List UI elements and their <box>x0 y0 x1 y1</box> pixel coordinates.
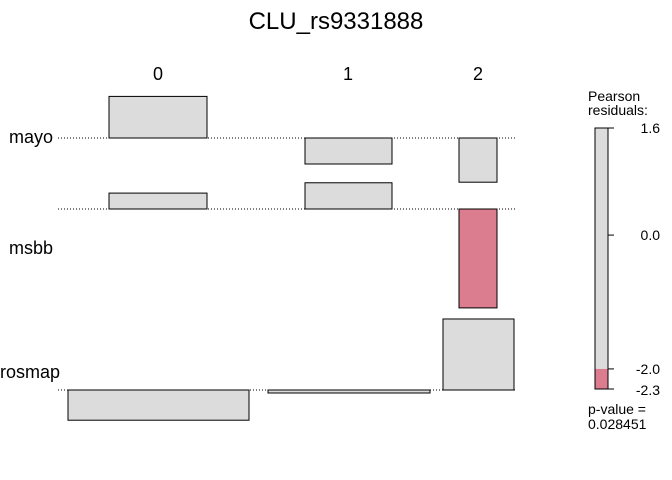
legend-frame <box>594 127 609 390</box>
cell-bar-rosmap-0 <box>67 389 250 421</box>
cell-bar-msbb-2 <box>458 208 498 309</box>
row-label: rosmap <box>0 362 60 382</box>
cell-bar-rosmap-2 <box>442 318 515 391</box>
legend-tick-label: 1.6 <box>641 120 661 136</box>
legend-tick-label: -2.3 <box>636 382 660 398</box>
cell-bar-msbb-1 <box>304 182 393 210</box>
cell-bar-mayo-2 <box>458 137 498 183</box>
cell-bar-rosmap-1 <box>267 389 431 394</box>
column-label: 0 <box>153 64 163 84</box>
chart-title: CLU_rs9331888 <box>249 8 424 35</box>
pvalue: 0.028451 <box>588 416 647 432</box>
cell-bars <box>67 95 515 421</box>
row-labels: mayo msbb rosmap <box>0 127 60 382</box>
cell-bar-msbb-0 <box>108 192 208 210</box>
legend-negative-band <box>595 368 608 389</box>
legend-positive-band <box>595 128 608 369</box>
row-label: mayo <box>9 127 53 147</box>
cell-bar-mayo-0 <box>108 95 208 139</box>
legend-tick-label: -2.0 <box>636 361 660 377</box>
legend-title: residuals: <box>588 102 648 118</box>
column-labels: 0 1 2 <box>153 64 483 84</box>
legend-title: Pearson <box>588 88 640 104</box>
column-label: 2 <box>473 64 483 84</box>
legend-tick-label: 0.0 <box>641 227 661 243</box>
row-label: msbb <box>9 238 53 258</box>
column-label: 1 <box>343 64 353 84</box>
pvalue-label: p-value = <box>588 401 646 417</box>
cell-bar-mayo-1 <box>304 137 393 165</box>
